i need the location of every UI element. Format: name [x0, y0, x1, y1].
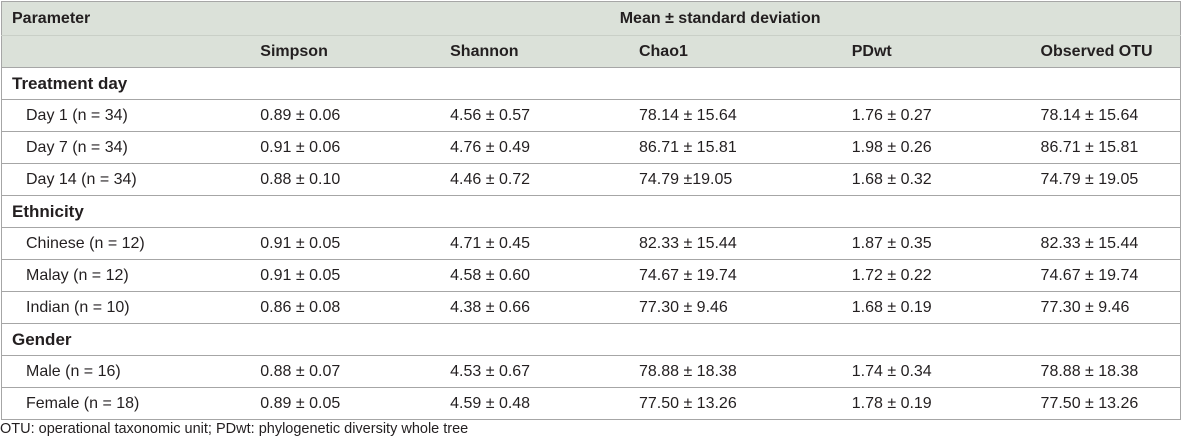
cell-shannon: 4.76 ± 0.49	[450, 131, 639, 164]
cell-simpson: 0.89 ± 0.05	[260, 387, 451, 420]
column-header-shannon: Shannon	[450, 35, 639, 68]
column-header-simpson: Simpson	[260, 35, 451, 68]
table-row: Malay (n = 12) 0.91 ± 0.05 4.58 ± 0.60 7…	[1, 259, 1181, 292]
cell-simpson: 0.91 ± 0.05	[260, 227, 451, 260]
cell-pdwt: 1.74 ± 0.34	[851, 355, 1041, 388]
table-row: Indian (n = 10) 0.86 ± 0.08 4.38 ± 0.66 …	[1, 291, 1181, 324]
row-label: Day 1 (n = 34)	[1, 99, 261, 132]
column-header-observed-otu: Observed OTU	[1040, 35, 1181, 68]
cell-pdwt: 1.98 ± 0.26	[851, 131, 1041, 164]
cell-pdwt: 1.78 ± 0.19	[851, 387, 1041, 420]
section-row-ethnicity: Ethnicity	[1, 195, 1181, 228]
row-label: Day 14 (n = 34)	[1, 163, 261, 196]
cell-observed-otu: 77.50 ± 13.26	[1040, 387, 1181, 420]
row-label: Chinese (n = 12)	[1, 227, 261, 260]
cell-simpson: 0.91 ± 0.06	[260, 131, 451, 164]
cell-pdwt: 1.72 ± 0.22	[851, 259, 1041, 292]
cell-pdwt: 1.68 ± 0.19	[851, 291, 1041, 324]
cell-simpson: 0.91 ± 0.05	[260, 259, 451, 292]
column-header-pdwt: PDwt	[851, 35, 1041, 68]
cell-observed-otu: 77.30 ± 9.46	[1040, 291, 1181, 324]
cell-shannon: 4.38 ± 0.66	[450, 291, 639, 324]
header-row-2: Simpson Shannon Chao1 PDwt Observed OTU	[1, 35, 1181, 68]
cell-chao1: 77.30 ± 9.46	[638, 291, 852, 324]
cell-observed-otu: 74.79 ± 19.05	[1040, 163, 1181, 196]
table-footnote: OTU: operational taxonomic unit; PDwt: p…	[0, 421, 469, 437]
cell-chao1: 78.88 ± 18.38	[638, 355, 852, 388]
section-row-treatment-day: Treatment day	[1, 67, 1181, 100]
section-row-gender: Gender	[1, 323, 1181, 356]
table-row: Male (n = 16) 0.88 ± 0.07 4.53 ± 0.67 78…	[1, 355, 1181, 388]
cell-shannon: 4.46 ± 0.72	[450, 163, 639, 196]
section-title: Treatment day	[1, 67, 1181, 100]
cell-chao1: 78.14 ± 15.64	[638, 99, 852, 132]
cell-observed-otu: 82.33 ± 15.44	[1040, 227, 1181, 260]
cell-pdwt: 1.87 ± 0.35	[851, 227, 1041, 260]
cell-chao1: 82.33 ± 15.44	[638, 227, 852, 260]
row-label: Indian (n = 10)	[1, 291, 261, 324]
table-row: Day 7 (n = 34) 0.91 ± 0.06 4.76 ± 0.49 8…	[1, 131, 1181, 164]
mean-sd-header: Mean ± standard deviation	[260, 1, 1181, 36]
cell-shannon: 4.56 ± 0.57	[450, 99, 639, 132]
cell-simpson: 0.88 ± 0.10	[260, 163, 451, 196]
table-row: Day 1 (n = 34) 0.89 ± 0.06 4.56 ± 0.57 7…	[1, 99, 1181, 132]
row-label: Female (n = 18)	[1, 387, 261, 420]
row-label: Malay (n = 12)	[1, 259, 261, 292]
cell-simpson: 0.88 ± 0.07	[260, 355, 451, 388]
cell-shannon: 4.53 ± 0.67	[450, 355, 639, 388]
cell-chao1: 74.79 ±19.05	[638, 163, 852, 196]
diversity-table: Parameter Mean ± standard deviation Simp…	[1, 1, 1181, 420]
cell-pdwt: 1.68 ± 0.32	[851, 163, 1041, 196]
table-row: Day 14 (n = 34) 0.88 ± 0.10 4.46 ± 0.72 …	[1, 163, 1181, 196]
parameter-header: Parameter	[1, 1, 261, 36]
section-title: Ethnicity	[1, 195, 1181, 228]
cell-simpson: 0.86 ± 0.08	[260, 291, 451, 324]
row-label: Day 7 (n = 34)	[1, 131, 261, 164]
empty-header-cell	[1, 35, 261, 68]
cell-observed-otu: 78.14 ± 15.64	[1040, 99, 1181, 132]
cell-chao1: 77.50 ± 13.26	[638, 387, 852, 420]
header-row-1: Parameter Mean ± standard deviation	[1, 1, 1181, 36]
cell-observed-otu: 74.67 ± 19.74	[1040, 259, 1181, 292]
row-label: Male (n = 16)	[1, 355, 261, 388]
cell-chao1: 86.71 ± 15.81	[638, 131, 852, 164]
column-header-chao1: Chao1	[638, 35, 852, 68]
cell-pdwt: 1.76 ± 0.27	[851, 99, 1041, 132]
cell-shannon: 4.59 ± 0.48	[450, 387, 639, 420]
cell-observed-otu: 86.71 ± 15.81	[1040, 131, 1181, 164]
section-title: Gender	[1, 323, 1181, 356]
cell-chao1: 74.67 ± 19.74	[638, 259, 852, 292]
cell-shannon: 4.58 ± 0.60	[450, 259, 639, 292]
cell-shannon: 4.71 ± 0.45	[450, 227, 639, 260]
cell-observed-otu: 78.88 ± 18.38	[1040, 355, 1181, 388]
table-row: Female (n = 18) 0.89 ± 0.05 4.59 ± 0.48 …	[1, 387, 1181, 420]
table-row: Chinese (n = 12) 0.91 ± 0.05 4.71 ± 0.45…	[1, 227, 1181, 260]
cell-simpson: 0.89 ± 0.06	[260, 99, 451, 132]
